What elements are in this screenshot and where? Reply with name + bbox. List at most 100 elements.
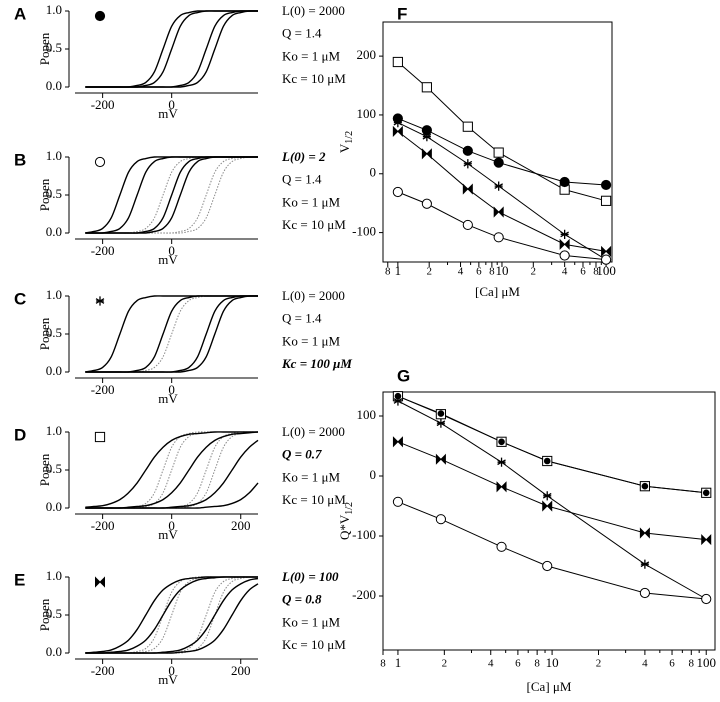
curve [85, 295, 258, 373]
curve [85, 431, 258, 508]
y-tick-label: 0.5 [46, 461, 62, 476]
parameter: Kc = 10 μM [282, 492, 346, 507]
y-tick-label: 0.0 [46, 499, 62, 514]
curve [85, 295, 258, 373]
marker [436, 418, 446, 428]
y-tick-label: -100 [352, 527, 376, 542]
x-tick-label: 4 [562, 266, 568, 278]
x-axis-title: [Ca] μM [475, 284, 520, 299]
x-axis-title: mV [158, 672, 178, 687]
curve [85, 10, 259, 88]
y-tick-label: 1.0 [46, 148, 62, 163]
marker [435, 514, 447, 525]
marker [559, 176, 570, 188]
curve [85, 295, 259, 373]
parameter: Ko = 1 μM [282, 469, 340, 484]
x-tick-label: 4 [642, 658, 648, 670]
x-tick-label: 6 [580, 266, 586, 278]
y-tick-label: -100 [352, 224, 376, 239]
panel-symbol [95, 296, 105, 306]
marker [701, 534, 712, 546]
x-tick-label: -200 [91, 382, 115, 397]
curve [85, 295, 258, 373]
marker [497, 457, 506, 467]
marker [421, 198, 432, 209]
marker [543, 457, 551, 465]
marker [640, 559, 650, 569]
panel-label: F [397, 4, 407, 23]
y-tick-label: -200 [352, 587, 376, 602]
panel-label: E [14, 570, 25, 589]
curve [397, 118, 607, 186]
y-tick-label: 0.0 [46, 78, 62, 93]
x-tick-label: 10 [495, 263, 508, 278]
x-tick-label: 200 [231, 518, 251, 533]
x-tick-label: 8 [385, 266, 391, 278]
panel-label: B [14, 150, 26, 169]
parameter: Q = 1.4 [282, 311, 322, 326]
marker [462, 121, 473, 132]
y-axis-title: Q*V1/2 [337, 502, 355, 540]
parameter: L(0) = 2000 [282, 288, 345, 303]
marker [542, 491, 552, 501]
x-tick-label: 10 [546, 655, 559, 670]
marker [462, 183, 473, 195]
x-tick-label: 6 [476, 266, 482, 278]
y-tick-label: 0.5 [46, 40, 62, 55]
parameter: Ko = 1 μM [282, 614, 340, 629]
y-tick-label: 100 [357, 407, 377, 422]
marker [462, 145, 473, 156]
y-axis-title: Popen [37, 178, 52, 211]
x-tick-label: 200 [231, 663, 251, 678]
x-tick-label: 2 [596, 658, 602, 670]
x-tick-label: -200 [91, 518, 115, 533]
curve [397, 400, 707, 600]
y-axis-title: Popen [37, 598, 52, 631]
curve [85, 439, 259, 509]
curve [85, 295, 258, 373]
marker [392, 496, 404, 507]
marker [437, 410, 445, 417]
marker [422, 132, 432, 142]
x-tick-label: 0 [168, 243, 175, 258]
y-axis-title-sub: 1/2 [344, 502, 355, 515]
y-tick-label: 1.0 [46, 568, 62, 583]
marker [493, 147, 504, 158]
x-axis-title: [Ca] μM [527, 679, 572, 694]
x-tick-label: 6 [669, 658, 675, 670]
x-axis-title: mV [158, 391, 178, 406]
marker [559, 238, 570, 250]
x-tick-label: 2 [531, 266, 537, 278]
parameter: Ko = 1 μM [282, 333, 340, 348]
y-tick-label: 1.0 [46, 287, 62, 302]
x-axis-title: mV [158, 106, 178, 121]
x-tick-label: 1 [395, 263, 402, 278]
panel-symbol [95, 576, 105, 588]
marker [641, 482, 649, 490]
curve [85, 583, 259, 654]
panel-symbol [94, 156, 106, 168]
x-tick-label: 8 [380, 658, 386, 670]
x-tick-label: 2 [442, 658, 448, 670]
marker [600, 254, 612, 265]
curve [397, 191, 607, 261]
marker [601, 245, 612, 257]
panel-label: C [14, 289, 26, 308]
x-axis-title: mV [158, 252, 178, 267]
y-axis-title-sub: 1/2 [344, 131, 355, 144]
parameter: Q = 0.7 [282, 447, 322, 462]
x-tick-label: 6 [515, 658, 521, 670]
y-axis-title: Popen [37, 32, 52, 65]
y-tick-label: 0.0 [46, 363, 62, 378]
curve [85, 295, 258, 373]
x-tick-label: 1 [395, 655, 402, 670]
y-tick-label: 0.5 [46, 325, 62, 340]
y-axis-title: Popen [37, 317, 52, 350]
panel-label: A [14, 4, 26, 23]
x-axis-title: mV [158, 527, 178, 542]
y-tick-label: 0 [370, 467, 377, 482]
y-tick-label: 0.0 [46, 224, 62, 239]
parameter: Q = 1.4 [282, 26, 322, 41]
marker [496, 481, 507, 493]
